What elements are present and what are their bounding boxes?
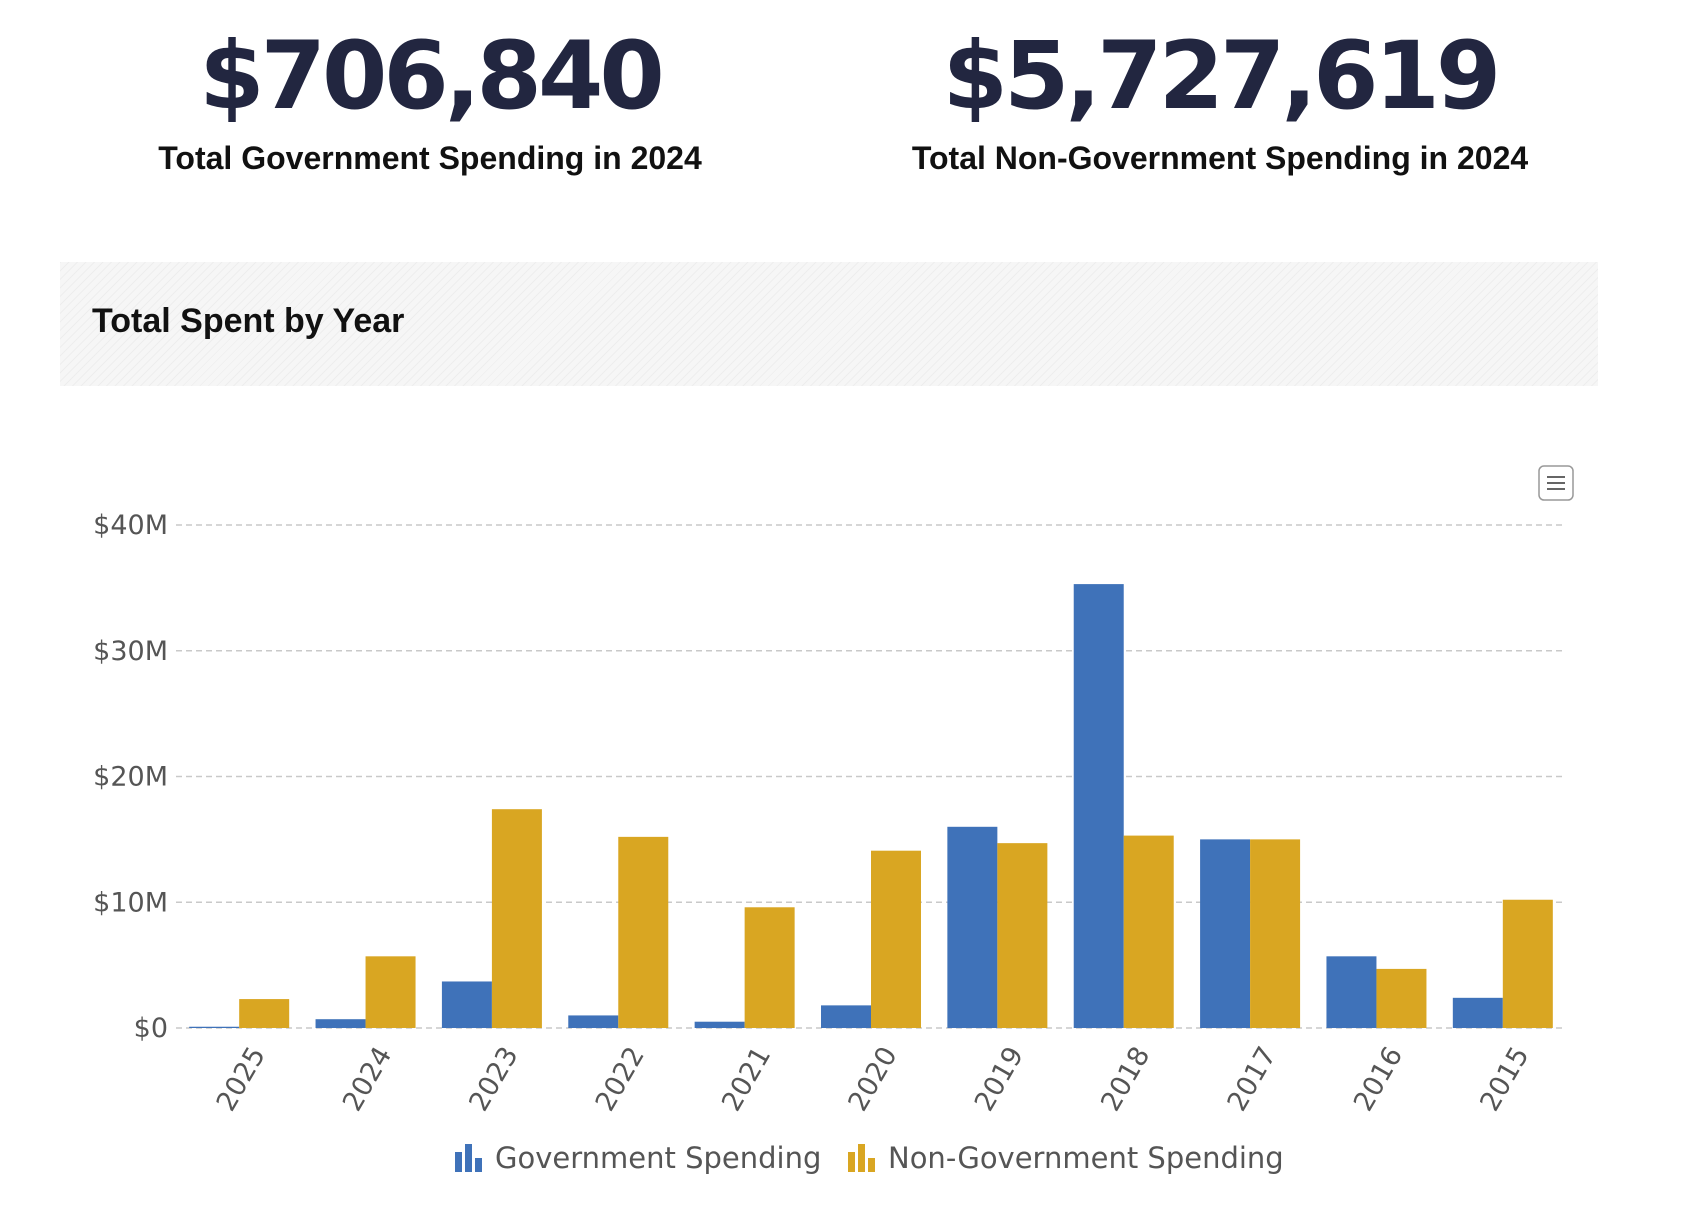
y-tick-label: $30M [93, 636, 168, 667]
x-tick-label: 2019 [969, 1042, 1030, 1117]
chart-panel-header: Total Spent by Year [60, 262, 1598, 386]
government-spending-stat: $706,840 Total Government Spending in 20… [110, 30, 750, 177]
non-government-bar-2025[interactable] [239, 999, 290, 1028]
chart-menu-button[interactable] [1538, 465, 1574, 501]
non-government-bar-2021[interactable] [744, 907, 795, 1028]
y-tick-label: $40M [93, 510, 168, 541]
non-government-bar-2016[interactable] [1376, 968, 1427, 1028]
legend-icon-bar [868, 1158, 875, 1172]
government-bar-2023[interactable] [441, 981, 492, 1028]
government-spending-label: Total Government Spending in 2024 [158, 140, 702, 176]
government-bar-chart-icon [455, 1144, 482, 1172]
non-government-bar-2015[interactable] [1502, 899, 1553, 1028]
non-government-bar-2018[interactable] [1123, 835, 1174, 1028]
non-government-spending-stat: $5,727,619 Total Non-Government Spending… [840, 30, 1600, 177]
government-bar-2020[interactable] [821, 1005, 871, 1028]
legend-icon-bar [465, 1144, 472, 1172]
x-tick-label: 2018 [1095, 1042, 1156, 1117]
legend-icon-bar [848, 1152, 855, 1172]
y-axis-ticks: $0 $10M $20M $30M $40M [93, 510, 168, 1044]
government-bar-2018[interactable] [1073, 584, 1124, 1028]
x-axis-ticks: 2025 2024 2023 2022 2021 2020 2019 2018 2017 2016… [211, 1042, 1536, 1117]
non-government-bar-chart-icon [848, 1144, 875, 1172]
legend-label: Government Spending [495, 1141, 821, 1175]
government-bar-2021[interactable] [694, 1021, 745, 1028]
non-government-bar-2017[interactable] [1250, 839, 1301, 1028]
non-government-bar-2024[interactable] [365, 956, 416, 1028]
government-bar-2015[interactable] [1452, 997, 1503, 1028]
chart-panel-title: Total Spent by Year [92, 302, 405, 340]
legend-icon-bar [455, 1152, 462, 1172]
x-tick-label: 2025 [211, 1042, 272, 1117]
legend-government[interactable]: Government Spending [455, 1141, 821, 1175]
non-government-spending-label: Total Non-Government Spending in 2024 [911, 140, 1529, 176]
y-tick-label: $20M [93, 762, 168, 793]
x-tick-label: 2023 [463, 1042, 524, 1117]
government-bar-2017[interactable] [1200, 839, 1251, 1028]
government-bar-2025[interactable] [189, 1026, 240, 1028]
x-tick-label: 2015 [1474, 1042, 1535, 1117]
government-bar-2019[interactable] [947, 826, 998, 1028]
non-government-bar-2020[interactable] [871, 850, 921, 1028]
legend-non-government[interactable]: Non-Government Spending [848, 1141, 1284, 1175]
x-tick-label: 2020 [842, 1042, 903, 1117]
x-tick-label: 2022 [590, 1042, 651, 1117]
x-tick-label: 2021 [716, 1042, 777, 1117]
non-government-bar-2022[interactable] [618, 836, 669, 1028]
legend-label: Non-Government Spending [888, 1141, 1284, 1175]
x-tick-label: 2024 [337, 1042, 398, 1117]
government-bar-2024[interactable] [315, 1019, 366, 1028]
non-government-spending-value: $5,727,619 [942, 22, 1502, 131]
government-bar-2022[interactable] [568, 1015, 619, 1028]
y-tick-label: $10M [93, 887, 168, 918]
legend-icon-bar [858, 1144, 865, 1172]
non-government-bar-2019[interactable] [997, 843, 1048, 1028]
x-tick-label: 2017 [1222, 1042, 1283, 1117]
legend-icon-bar [475, 1158, 482, 1172]
government-bar-2016[interactable] [1326, 956, 1377, 1028]
hamburger-menu-icon [1547, 476, 1565, 490]
bars [189, 584, 1553, 1028]
x-tick-label: 2016 [1348, 1042, 1409, 1117]
non-government-bar-2023[interactable] [491, 809, 542, 1028]
legend: Government Spending Non-Government Spendi… [455, 1141, 1284, 1175]
y-tick-label: $0 [134, 1013, 168, 1044]
government-spending-value: $706,840 [199, 22, 665, 131]
